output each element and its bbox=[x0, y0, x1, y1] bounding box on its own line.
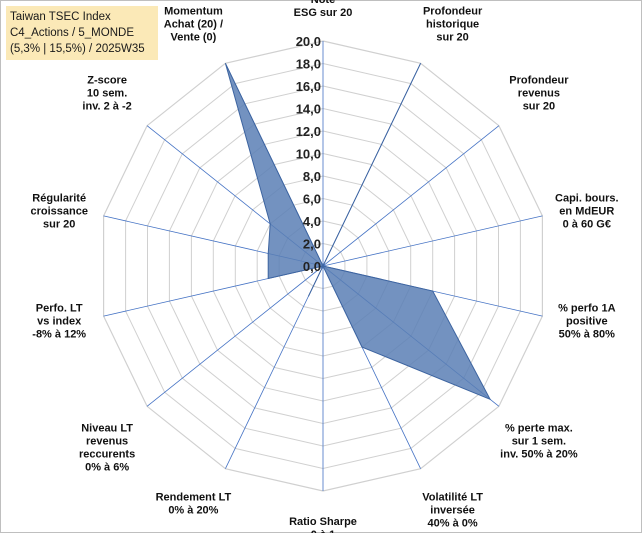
axis-label-11: Régularité croissance sur 20 bbox=[30, 192, 87, 230]
title-line-2: C4_Actions / 5_MONDE bbox=[10, 27, 134, 39]
axis-label-7: Ratio Sharpe0 à 1 bbox=[289, 516, 357, 533]
tick-label-7: 14,0 bbox=[296, 102, 321, 117]
axis-label-8: Rendement LT 0% à 20% bbox=[156, 491, 232, 516]
title-line-1: Taiwan TSEC Index bbox=[10, 11, 111, 23]
axis-label-10: Perfo. LT vs index -8% à 12% bbox=[32, 303, 86, 341]
spoke-3 bbox=[322, 215, 543, 267]
series-area bbox=[224, 63, 492, 401]
spoke-8 bbox=[225, 265, 324, 469]
radar-axis-labels: Note ESG sur 20 Profondeur historique sur 20… bbox=[30, 0, 618, 533]
tick-label-3: 6,0 bbox=[303, 192, 321, 207]
axis-label-13: Momentum Achat (20) / Vente (0) bbox=[164, 6, 223, 44]
chart-title-box: Taiwan TSEC Index C4_Actions / 5_MONDE (… bbox=[6, 6, 158, 60]
tick-label-6: 12,0 bbox=[296, 124, 321, 139]
radar-series bbox=[224, 63, 492, 401]
radar-tick-labels: 0,0 2,0 4,0 6,0 8,0 10,0 12,0 14,0 16,0 18,0 20,0 bbox=[296, 34, 321, 274]
tick-label-10: 20,0 bbox=[296, 34, 321, 49]
axis-label-12: Z-score 10 sem. inv. 2 à -2 bbox=[82, 74, 131, 112]
title-line-3: (5,3% | 15,5%) / 2025W35 bbox=[10, 43, 145, 55]
tick-label-9: 18,0 bbox=[296, 57, 321, 72]
spoke-2 bbox=[322, 125, 500, 267]
axis-label-5: % perte max. sur 1 sem. inv. 50% à 20% bbox=[500, 423, 578, 461]
axis-label-4: % perfo 1A positive 50% à 80% bbox=[558, 303, 616, 341]
axis-label-9: Niveau LT revenus reccurents 0% à 6% bbox=[79, 423, 135, 474]
tick-label-2: 4,0 bbox=[303, 214, 321, 229]
axis-label-2: Profondeur revenus sur 20 bbox=[509, 74, 569, 112]
axis-label-1: Profondeur historique sur 20 bbox=[423, 6, 483, 44]
tick-label-5: 10,0 bbox=[296, 147, 321, 162]
tick-label-8: 16,0 bbox=[296, 79, 321, 94]
tick-label-1: 2,0 bbox=[303, 237, 321, 252]
tick-label-0: 0,0 bbox=[303, 259, 321, 274]
spoke-9 bbox=[146, 265, 324, 407]
axis-label-6: Volatilité LT inversée 40% à 0% bbox=[422, 491, 483, 529]
tick-label-4: 8,0 bbox=[303, 169, 321, 184]
axis-label-0: Note ESG sur 20 bbox=[294, 0, 353, 19]
axis-label-3: Capi. bours. en MdEUR 0 à 60 G€ bbox=[555, 192, 619, 230]
